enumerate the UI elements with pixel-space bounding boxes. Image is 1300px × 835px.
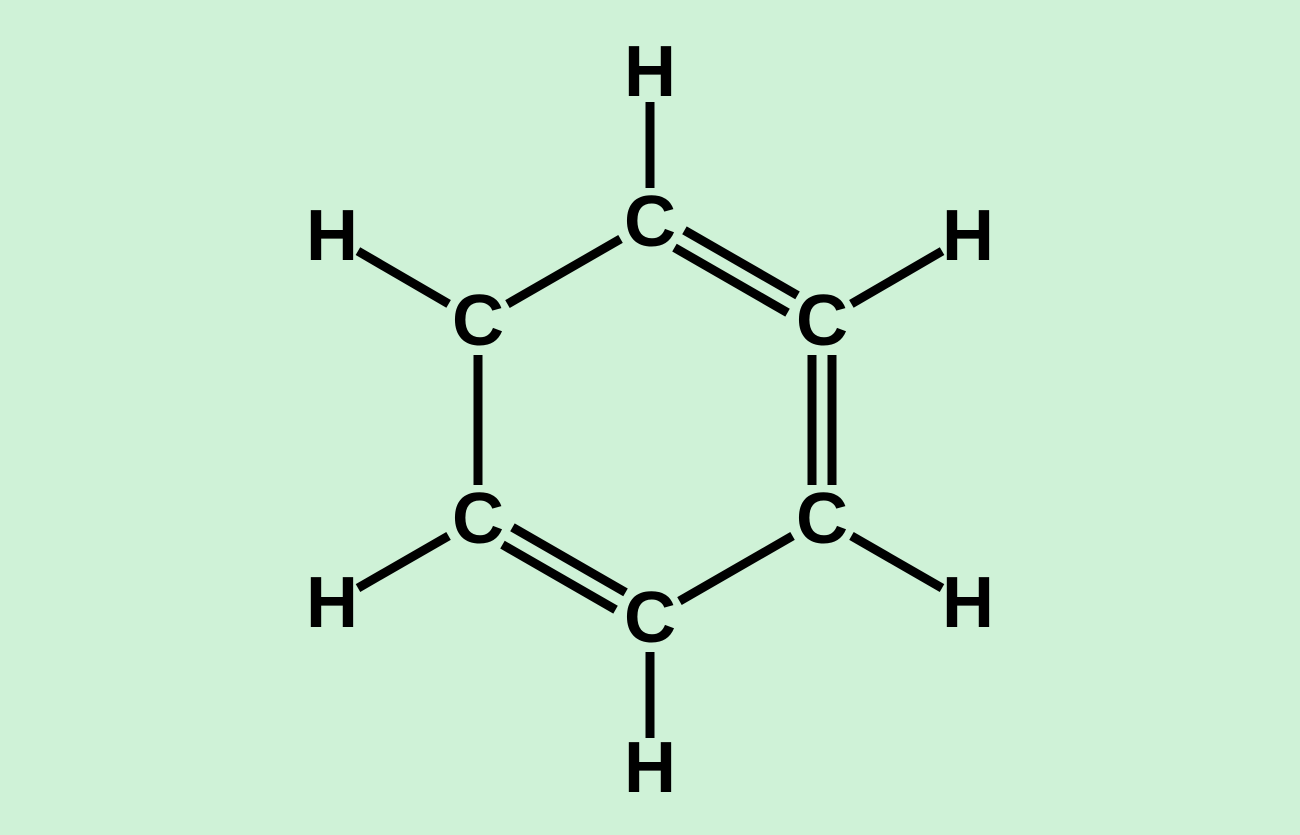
atom-h2: H [942,200,994,272]
atom-h4: H [624,732,676,804]
bond-line [358,251,449,304]
atom-h5: H [306,567,358,639]
bond-line [507,239,620,304]
bond-line [851,251,942,304]
bond-line [679,536,792,601]
bond-line [358,536,449,588]
atom-h3: H [942,567,994,639]
atom-c4: C [624,582,676,654]
atom-c5: C [452,483,504,555]
bond-layer [0,0,1300,835]
atom-h1: H [624,36,676,108]
bond-line [851,536,942,588]
molecule-diagram: C C C C C C H H H H H H [0,0,1300,835]
atom-c1: C [624,186,676,258]
atom-c2: C [796,285,848,357]
atom-c6: C [452,285,504,357]
atom-c3: C [796,483,848,555]
atom-h6: H [306,200,358,272]
